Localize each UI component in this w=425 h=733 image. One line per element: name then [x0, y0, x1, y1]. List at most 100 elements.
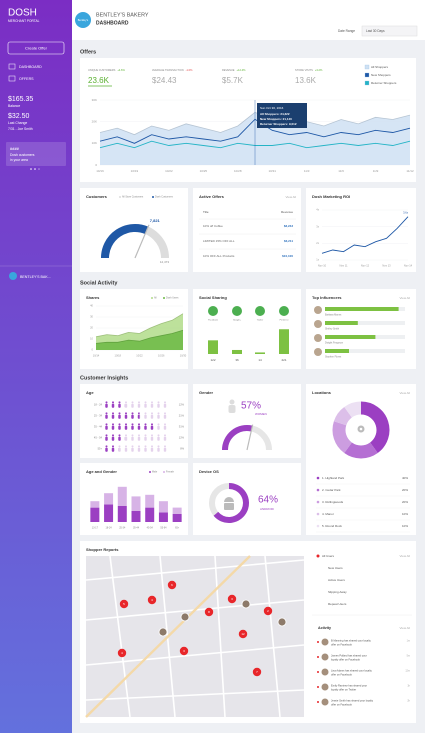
person-body	[163, 447, 167, 452]
x-tick-label: Nov 10	[318, 264, 327, 268]
dot	[38, 168, 40, 170]
activity-dot	[317, 701, 319, 703]
panel	[306, 188, 416, 272]
person-head	[151, 412, 153, 415]
person-head	[138, 434, 140, 437]
avatar	[314, 306, 322, 314]
map-pin[interactable]	[179, 646, 189, 656]
section-title: Customer Insights	[80, 375, 128, 381]
y-tick-label: 10	[90, 337, 93, 341]
bar-label: 122	[210, 358, 215, 362]
filter-option[interactable]: Active Users	[328, 578, 345, 582]
bar	[232, 349, 242, 354]
view-all[interactable]: View All	[400, 296, 411, 300]
person-head	[112, 423, 114, 426]
date-dropdown[interactable]	[361, 25, 418, 37]
person-body	[124, 414, 128, 419]
location-name: 2. Cedar Park	[322, 488, 341, 492]
location-name: 3. Rollingwoods	[322, 500, 344, 504]
map-pin[interactable]	[238, 629, 248, 639]
x-tick-label: 25-34	[119, 527, 126, 530]
view-all[interactable]: View All	[400, 554, 411, 558]
person-head	[131, 434, 134, 437]
cell: $10,100	[282, 254, 293, 258]
map-pin[interactable]	[147, 595, 157, 605]
legend-label: All Store Customers	[122, 196, 144, 199]
create-offer-button[interactable]	[7, 41, 65, 55]
label: ####	[10, 146, 20, 151]
location-value: 10%	[402, 524, 408, 528]
x-tick-label: 10/22	[136, 354, 143, 358]
avatar	[321, 653, 329, 661]
map[interactable]	[86, 556, 304, 717]
person-body	[131, 425, 134, 430]
panel	[193, 384, 301, 458]
filter-option[interactable]: Slipping Away	[328, 590, 347, 594]
person-head	[144, 412, 147, 415]
map-pin[interactable]	[119, 599, 129, 609]
person-body	[111, 414, 115, 419]
age-group: 45 - 54	[94, 436, 103, 440]
y-tick-label: 4x	[316, 208, 319, 212]
x-tick-label: 11/9	[373, 169, 379, 173]
cell: $3,211	[284, 239, 293, 243]
x-tick-label: 10/19	[131, 169, 139, 173]
person-body	[228, 405, 236, 413]
filter-option[interactable]: Repeat Users	[328, 602, 347, 606]
map-pin[interactable]	[167, 580, 177, 590]
store-logo	[9, 272, 17, 280]
view-all[interactable]: View All	[400, 626, 411, 630]
person-head	[144, 445, 147, 448]
activity-text: Emily Ramirez has shared your	[331, 684, 367, 688]
bar-segment	[104, 493, 114, 505]
gauge-max-label: 12,473	[160, 260, 170, 264]
person-body	[144, 425, 147, 430]
map-pin[interactable]	[263, 606, 273, 616]
legend-label: Dosh Customers	[155, 196, 174, 199]
section-title: Social Activity	[80, 280, 118, 286]
person-body	[118, 447, 121, 452]
x-tick-label: 11/3	[304, 169, 310, 173]
map-pin[interactable]	[117, 648, 127, 658]
filter-active[interactable]: All Users	[322, 554, 335, 558]
kpi-value: $24.43	[152, 76, 177, 85]
big-value-caption: WOMEN	[255, 412, 267, 416]
person-head	[118, 412, 121, 415]
legend-swatch	[364, 64, 370, 70]
x-tick-label: 35-44	[133, 527, 140, 530]
kpi-name: AVERAGE TRANSACTION	[152, 68, 184, 72]
value-label: 8%	[180, 447, 184, 451]
filter-option[interactable]: New Users	[328, 566, 343, 570]
person-head	[144, 401, 147, 404]
view-all[interactable]: View All	[400, 391, 411, 395]
location-value: 20%	[402, 488, 408, 492]
kpi-name: STORE VISITS	[295, 68, 313, 72]
legend-dot	[316, 512, 320, 516]
panel-title: Shares	[86, 295, 100, 300]
x-tick-label: 10/30	[180, 354, 187, 358]
y-tick-label: 20K	[92, 119, 97, 123]
map-roads	[85, 555, 305, 718]
map-pin[interactable]	[204, 607, 214, 617]
logo-text: Bentley's	[78, 18, 89, 22]
person-head	[164, 401, 166, 404]
column-header: Title	[203, 210, 209, 214]
person-head	[131, 401, 134, 404]
map-pin[interactable]	[227, 594, 237, 604]
person-body	[137, 403, 141, 408]
map-pin[interactable]	[252, 667, 262, 677]
network-icon	[208, 306, 218, 316]
area	[96, 330, 183, 350]
view-all[interactable]: View All	[286, 195, 297, 199]
person-body	[157, 425, 160, 430]
map-avatar	[158, 627, 168, 637]
nav-item: OFFERS	[19, 77, 34, 81]
network-name: Pinterest	[280, 319, 289, 322]
location-name: 4. Manor	[322, 512, 334, 516]
person-body	[163, 436, 167, 441]
person-body	[150, 414, 154, 419]
panel-title: Gender	[199, 390, 213, 395]
avatar	[321, 638, 329, 646]
bar-segment	[117, 506, 127, 522]
